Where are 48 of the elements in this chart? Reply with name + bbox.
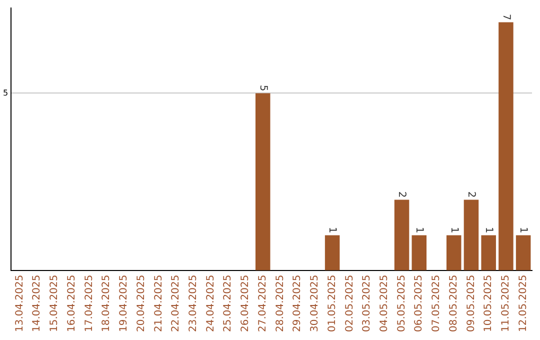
x-tick-label: 05.05.2025 bbox=[396, 274, 408, 332]
x-tick-label: 30.04.2025 bbox=[310, 274, 321, 332]
x-tick-label: 08.05.2025 bbox=[448, 274, 460, 332]
data-label: 7 bbox=[500, 14, 512, 20]
data-label: 1 bbox=[326, 226, 338, 234]
x-tick-label: 23.04.2025 bbox=[188, 274, 199, 332]
data-label: 5 bbox=[257, 84, 268, 92]
x-tick-label: 01.05.2025 bbox=[326, 274, 338, 332]
bar bbox=[498, 22, 514, 270]
x-tick-label: 21.04.2025 bbox=[153, 274, 164, 332]
x-tick-label: 04.05.2025 bbox=[379, 274, 390, 332]
x-tick-label: 15.04.2025 bbox=[49, 274, 60, 332]
x-tick-label: 29.04.2025 bbox=[292, 274, 304, 332]
data-label: 1 bbox=[448, 226, 460, 234]
x-tick-label: 14.04.2025 bbox=[32, 274, 43, 332]
data-label: 1 bbox=[414, 226, 425, 234]
x-tick-label: 20.04.2025 bbox=[136, 274, 147, 332]
x-tick-label: 09.05.2025 bbox=[466, 274, 477, 332]
bar bbox=[464, 200, 479, 270]
bar bbox=[412, 235, 427, 270]
x-tick-label: 25.04.2025 bbox=[222, 274, 234, 332]
x-tick-label: 13.04.2025 bbox=[14, 274, 26, 332]
x-tick-label: 16.04.2025 bbox=[66, 274, 78, 332]
bar bbox=[324, 235, 340, 270]
data-label: 2 bbox=[466, 191, 477, 198]
bar bbox=[446, 235, 462, 270]
x-tick-label: 26.04.2025 bbox=[240, 274, 252, 332]
x-tick-label: 17.04.2025 bbox=[84, 274, 95, 332]
bar bbox=[481, 235, 496, 270]
x-tick-label: 06.05.2025 bbox=[414, 274, 425, 332]
x-tick-label: 27.04.2025 bbox=[257, 274, 268, 332]
x-tick-label: 07.05.2025 bbox=[431, 274, 442, 332]
bar bbox=[516, 235, 531, 270]
x-tick-label: 18.04.2025 bbox=[101, 274, 112, 332]
x-tick-label: 03.05.2025 bbox=[362, 274, 373, 332]
data-label: 1 bbox=[482, 226, 494, 234]
x-tick-label: 02.05.2025 bbox=[344, 274, 356, 332]
x-tick-label: 19.04.2025 bbox=[118, 274, 130, 332]
bar bbox=[394, 200, 410, 270]
data-label: 1 bbox=[518, 226, 529, 234]
x-tick-label: 11.05.2025 bbox=[500, 274, 512, 332]
x-tick-label: 24.04.2025 bbox=[205, 274, 216, 332]
x-tick-label: 10.05.2025 bbox=[483, 274, 494, 332]
x-tick-label: 28.04.2025 bbox=[274, 274, 286, 332]
x-tick-label: 12.05.2025 bbox=[518, 274, 529, 332]
x-tick-label: 22.04.2025 bbox=[170, 274, 182, 332]
bar bbox=[255, 93, 270, 270]
data-label: 2 bbox=[396, 191, 408, 198]
